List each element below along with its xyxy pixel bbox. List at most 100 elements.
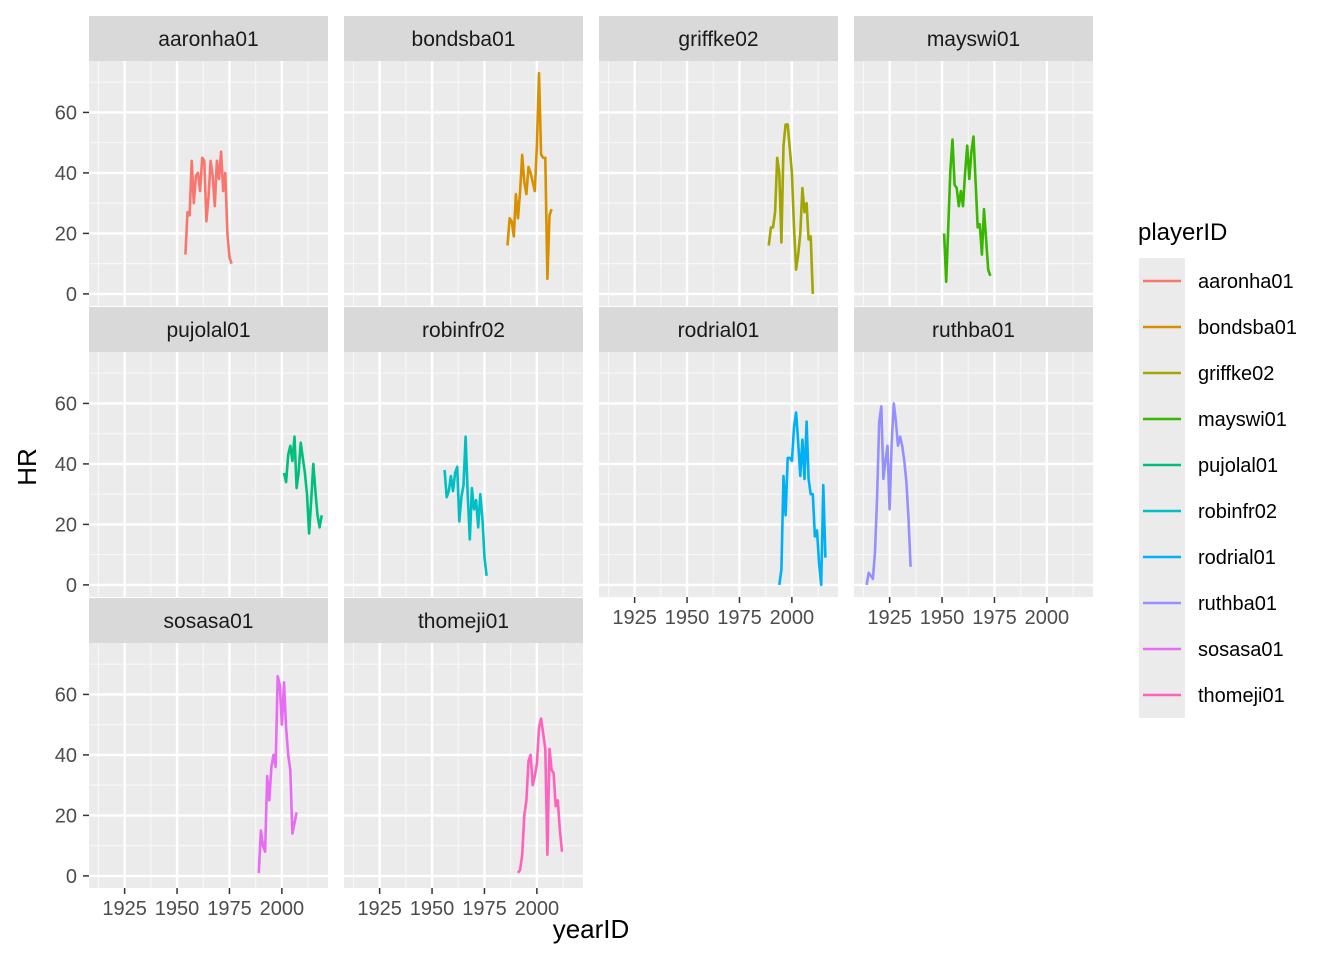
- legend-label: aaronha01: [1198, 271, 1294, 293]
- facet-strip: [599, 16, 838, 61]
- legend-item: aaronha01: [1139, 258, 1294, 304]
- y-tick-label: 0: [66, 284, 77, 306]
- x-tick-label: 1925: [102, 898, 147, 920]
- y-tick-label: 60: [55, 393, 77, 415]
- facet-strip-label: ruthba01: [932, 319, 1015, 342]
- legend-item: griffke02: [1139, 350, 1274, 396]
- facet-panel: sosasa01 0 20 40 60 1925 1950 1975 2000: [55, 598, 328, 920]
- facet-strip-label: mayswi01: [927, 28, 1020, 51]
- facet-strip: [344, 16, 583, 61]
- y-tick-label: 20: [55, 805, 77, 827]
- legend-label: bondsba01: [1198, 317, 1297, 339]
- legend-item: mayswi01: [1139, 396, 1287, 442]
- facet-strip-label: robinfr02: [422, 319, 505, 342]
- facet-strip-label: griffke02: [678, 28, 758, 51]
- legend-label: thomeji01: [1198, 685, 1285, 707]
- facet-strip-label: pujolal01: [166, 319, 250, 342]
- facet-panel: griffke02: [599, 16, 838, 306]
- y-tick-label: 20: [55, 223, 77, 245]
- legend-item: thomeji01: [1139, 672, 1285, 718]
- x-axis-label: yearID: [553, 914, 630, 944]
- series-line-mayswi01: [942, 135, 992, 284]
- y-tick-label: 0: [66, 866, 77, 888]
- x-tick-label: 1925: [867, 607, 912, 629]
- x-tick-label: 2000: [1025, 607, 1070, 629]
- facet-strip-label: aaronha01: [158, 28, 258, 51]
- legend-item: ruthba01: [1139, 580, 1277, 626]
- facet-panel: robinfr02: [344, 307, 583, 597]
- series-line-robinfr02: [443, 435, 488, 576]
- y-tick-label: 20: [55, 514, 77, 536]
- x-tick-label: 1950: [665, 607, 710, 629]
- facet-strip: [854, 16, 1093, 61]
- series-line-pujolal01: [282, 435, 323, 535]
- facet-panel: bondsba01: [344, 16, 583, 306]
- x-tick-label: 1950: [410, 898, 455, 920]
- legend-label: robinfr02: [1198, 501, 1277, 523]
- x-tick-label: 1975: [717, 607, 762, 629]
- legend-item: pujolal01: [1139, 442, 1278, 488]
- facet-strip: [344, 598, 583, 643]
- facet-strip: [89, 307, 328, 352]
- series-line-aaronha01: [184, 150, 233, 265]
- legend-label: griffke02: [1198, 363, 1274, 385]
- legend-label: pujolal01: [1198, 455, 1278, 477]
- x-tick-label: 1975: [462, 898, 507, 920]
- facet-panel: aaronha01 0 20 40 60: [55, 16, 328, 306]
- panel-background: [89, 643, 328, 888]
- legend-label: sosasa01: [1198, 639, 1284, 661]
- y-tick-label: 40: [55, 745, 77, 767]
- panel-background: [344, 61, 583, 306]
- series-line-sosasa01: [257, 674, 298, 873]
- facet-strip: [344, 307, 583, 352]
- facet-strip-label: sosasa01: [164, 610, 254, 633]
- panel-background: [344, 643, 583, 888]
- series-line-griffke02: [767, 123, 815, 294]
- legend: playerID aaronha01 bondsba01 griffke02 mays…: [1138, 219, 1297, 718]
- facet-panel: mayswi01: [854, 16, 1093, 306]
- series-line-thomeji01: [516, 717, 564, 874]
- facet-strip-label: thomeji01: [418, 610, 509, 633]
- legend-item: bondsba01: [1139, 304, 1297, 350]
- facet-panel: ruthba01 1925 1950 1975 2000: [854, 307, 1093, 629]
- x-tick-label: 1950: [920, 607, 965, 629]
- series-line-ruthba01: [865, 402, 912, 586]
- facet-strip: [89, 16, 328, 61]
- legend-item: sosasa01: [1139, 626, 1284, 672]
- facet-strip: [854, 307, 1093, 352]
- y-tick-label: 60: [55, 684, 77, 706]
- series-line-rodrial01: [778, 411, 827, 587]
- panel-background: [599, 61, 838, 306]
- facet-panel: thomeji01 1925 1950 1975 2000: [344, 598, 583, 920]
- facet-strip: [89, 598, 328, 643]
- y-tick-label: 40: [55, 454, 77, 476]
- x-tick-label: 2000: [515, 898, 560, 920]
- legend-item: rodrial01: [1139, 534, 1276, 580]
- x-tick-label: 1950: [155, 898, 200, 920]
- panel-background: [854, 352, 1093, 597]
- x-tick-label: 2000: [770, 607, 815, 629]
- legend-label: ruthba01: [1198, 593, 1277, 615]
- legend-label: rodrial01: [1198, 547, 1276, 569]
- series-line-bondsba01: [506, 71, 553, 281]
- panel-background: [89, 352, 328, 597]
- y-tick-label: 0: [66, 575, 77, 597]
- x-tick-label: 1975: [972, 607, 1017, 629]
- y-tick-label: 40: [55, 163, 77, 185]
- y-axis-label: HR: [12, 448, 42, 486]
- facet-strip: [599, 307, 838, 352]
- panel-background: [854, 61, 1093, 306]
- legend-title: playerID: [1138, 219, 1227, 246]
- x-tick-label: 1925: [612, 607, 657, 629]
- legend-label: mayswi01: [1198, 409, 1287, 431]
- legend-item: robinfr02: [1139, 488, 1277, 534]
- facet-panel: rodrial01 1925 1950 1975 2000: [599, 307, 838, 629]
- facet-panel: pujolal01 0 20 40 60: [55, 307, 328, 597]
- panel-background: [599, 352, 838, 597]
- facet-strip-label: rodrial01: [678, 319, 760, 342]
- facet-strip-label: bondsba01: [412, 28, 516, 51]
- x-tick-label: 1925: [357, 898, 402, 920]
- y-tick-label: 60: [55, 102, 77, 124]
